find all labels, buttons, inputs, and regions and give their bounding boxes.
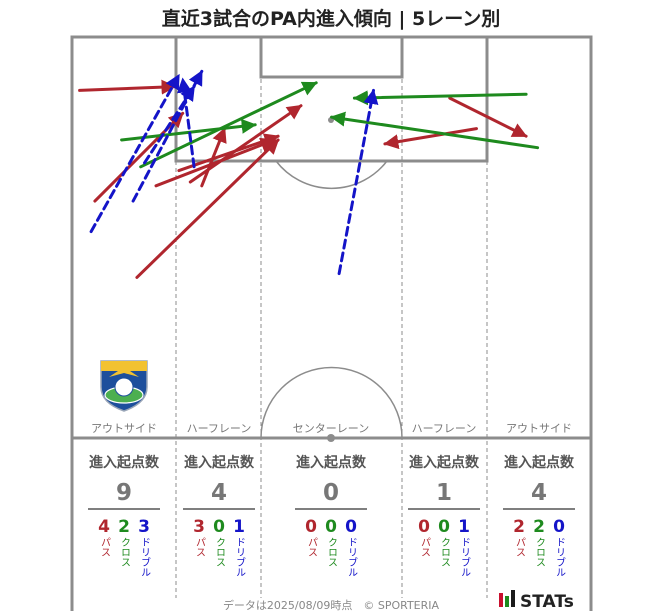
brand-mark-bar-2 xyxy=(505,596,509,607)
lane-3-cross-count: 0 xyxy=(325,517,337,537)
lane-5-pass-count: 2 xyxy=(513,517,525,537)
lane-4-total: 1 xyxy=(436,480,452,506)
lane-1-pass-count: 4 xyxy=(98,517,110,537)
club-emblem xyxy=(100,360,148,412)
dribble-arrow-5 xyxy=(337,88,379,276)
emblem-ball xyxy=(114,377,134,397)
cross-arrow-2 xyxy=(139,81,318,169)
center-circle xyxy=(260,366,403,439)
brand-mark-bar-1 xyxy=(499,593,503,607)
lane-5-pass-label: パス xyxy=(514,537,526,557)
pass-arrow-1 xyxy=(78,79,177,95)
lane-2-pass-label: パス xyxy=(194,537,206,557)
lane-4-dribble-label: ドリブル xyxy=(459,537,471,577)
footer-credit: データは2025/08/09時点 © SPORTERIA xyxy=(223,598,440,611)
emblem-top xyxy=(101,361,147,371)
lane-1-summary-header: 進入起点数 xyxy=(89,454,160,471)
pass-arrow-6 xyxy=(177,133,280,173)
dribble-arrow-1 xyxy=(89,73,181,234)
pass-arrow-3 xyxy=(135,138,280,279)
lane-1-pass-label: パス xyxy=(99,537,111,557)
lane-3-summary-header: 進入起点数 xyxy=(296,454,367,471)
lane-summary: 進入起点数94パス2クロス3ドリブル進入起点数43パス0クロス1ドリブル進入起点… xyxy=(88,454,575,577)
goal-area xyxy=(259,35,404,79)
lane-2-cross-label: クロス xyxy=(214,537,225,567)
lane-5-cross-label: クロス xyxy=(534,537,545,567)
lane-4-cross-label: クロス xyxy=(439,537,450,567)
lane-1-dribble-label: ドリブル xyxy=(139,537,151,577)
lane-5-total: 4 xyxy=(531,480,547,506)
lane-2-dribble-label: ドリブル xyxy=(234,537,246,577)
penalty-arc xyxy=(275,160,388,190)
brand-name: STATs xyxy=(520,592,574,611)
pitch xyxy=(70,35,593,611)
lane-3-dribble-count: 0 xyxy=(345,517,357,537)
lane-label-center: センターレーン xyxy=(293,422,369,435)
lane-label-outside-right: アウトサイド xyxy=(506,422,572,435)
lane-5-dribble-label: ドリブル xyxy=(554,537,566,577)
lane-4-cross-count: 0 xyxy=(438,517,450,537)
lane-5-summary-header: 進入起点数 xyxy=(504,454,575,471)
center-spot xyxy=(327,434,335,442)
lane-1-dribble-count: 3 xyxy=(138,517,150,537)
lane-labels: アウトサイド ハーフレーン センターレーン ハーフレーン アウトサイド xyxy=(91,422,572,435)
lane-3-cross-label: クロス xyxy=(326,537,337,567)
lane-label-halfspace-right: ハーフレーン xyxy=(412,422,477,435)
lane-5-dribble-count: 0 xyxy=(553,517,565,537)
lane-1-cross-count: 2 xyxy=(118,517,130,537)
chart-title: 直近3試合のPA内進入傾向 | 5レーン別 xyxy=(162,7,501,30)
lane-label-outside-left: アウトサイド xyxy=(91,422,157,435)
entry-arrows xyxy=(78,69,540,279)
lane-5-cross-count: 2 xyxy=(533,517,545,537)
lane-4-pass-count: 0 xyxy=(418,517,430,537)
lane-label-halfspace-left: ハーフレーン xyxy=(187,422,252,435)
lane-1-total: 9 xyxy=(116,480,132,506)
brand-mark-bar-3 xyxy=(511,590,515,607)
lane-4-dribble-count: 1 xyxy=(458,517,470,537)
pass-arrow-4 xyxy=(154,137,276,188)
lane-2-pass-count: 3 xyxy=(193,517,205,537)
lane-2-total: 4 xyxy=(211,480,227,506)
pass-arrow-8 xyxy=(383,127,478,150)
pass-arrow-7 xyxy=(188,104,303,184)
lane-2-cross-count: 0 xyxy=(213,517,225,537)
lane-4-pass-label: パス xyxy=(419,537,431,557)
lane-3-total: 0 xyxy=(323,480,339,506)
lane-3-dribble-label: ドリブル xyxy=(346,537,358,577)
emblem-bird xyxy=(109,367,139,377)
cross-arrow-4 xyxy=(330,111,540,150)
dribble-arrow-4 xyxy=(143,85,196,165)
lane-3-pass-count: 0 xyxy=(305,517,317,537)
lane-2-dribble-count: 1 xyxy=(233,517,245,537)
penalty-area xyxy=(174,35,489,163)
lane-2-summary-header: 進入起点数 xyxy=(184,454,255,471)
pass-arrow-9 xyxy=(448,96,528,138)
lane-3-pass-label: パス xyxy=(306,537,318,557)
brand-logo: STATs xyxy=(499,590,574,611)
lane-1-cross-label: クロス xyxy=(119,537,130,567)
cross-arrow-3 xyxy=(352,90,528,106)
lane-4-summary-header: 進入起点数 xyxy=(409,454,480,471)
